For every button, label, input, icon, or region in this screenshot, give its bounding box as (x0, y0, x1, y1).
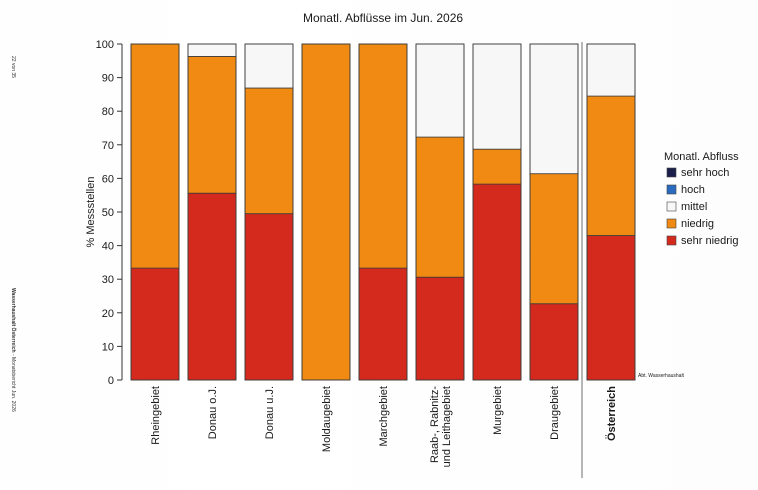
x-tick-label-line: Raab-, Rabnitz- (429, 386, 441, 463)
bar-stack (472, 43, 522, 381)
bar-stack (301, 43, 351, 381)
legend-label: niedrig (681, 218, 714, 230)
legend-label: hoch (681, 184, 705, 196)
x-tick-label-line: Donau u.J. (264, 386, 276, 439)
bar-segment (586, 235, 636, 381)
bar-segment (187, 56, 237, 194)
bar-stack (130, 43, 180, 381)
bar-outline (358, 43, 408, 381)
bar-segment (358, 267, 408, 381)
y-tick-label: 50 (102, 207, 114, 219)
legend-label: mittel (681, 201, 707, 213)
bar-outline (415, 43, 465, 381)
x-tick-label: Rheingebiet (150, 386, 162, 445)
bar-segment (130, 267, 180, 381)
bars-group (130, 43, 636, 381)
bar-stack (244, 43, 294, 381)
x-tick-label-line: Donau o.J. (207, 386, 219, 439)
bar-outline (130, 43, 180, 381)
bar-segment (415, 136, 465, 278)
bar-outline (187, 43, 237, 381)
report-source: Wasserhaushalt Österreich - Monatsberich… (10, 288, 17, 412)
bar-segment (586, 43, 636, 97)
bar-segment (244, 213, 294, 381)
x-tick-label: Draugebiet (549, 386, 561, 440)
bar-segment (472, 43, 522, 150)
bar-segment (472, 183, 522, 381)
bar-segment (244, 87, 294, 215)
x-tick-label: Marchgebiet (378, 386, 390, 447)
page-number: 22 von 35 (10, 56, 16, 78)
x-tick-label: Moldaugebiet (321, 386, 333, 452)
legend-swatch (666, 218, 677, 229)
x-tick-label-line: Murgebiet (492, 386, 504, 435)
y-tick-label: 40 (102, 241, 114, 253)
y-tick-label: 30 (102, 274, 114, 286)
bar-stack (415, 43, 465, 381)
bar-segment (529, 303, 579, 381)
y-axis-label: % Messstellen (85, 177, 97, 248)
bar-segment (529, 173, 579, 305)
bar-outline (244, 43, 294, 381)
bar-segment (529, 43, 579, 175)
x-tick-label-line: Marchgebiet (378, 386, 390, 447)
x-labels-group: Rheingebiet Donau o.J. Donau u.J. Moldaugeb… (150, 386, 618, 468)
x-tick-label-line: Moldaugebiet (321, 386, 333, 452)
x-tick-label: Donau u.J. (264, 386, 276, 439)
x-tick-label-line: Österreich (605, 386, 618, 441)
bar-stack (529, 43, 579, 381)
legend: Monatl. Abfluss sehr hoch hoch mittel niedr… (664, 151, 739, 247)
legend-swatch (666, 201, 677, 212)
y-tick-label: 20 (102, 308, 114, 320)
y-tick-label: 80 (102, 106, 114, 118)
y-tick-label: 10 (102, 341, 114, 353)
bar-segment (187, 43, 237, 57)
x-tick-label: Raab-, Rabnitz-und Leithagebiet (429, 386, 453, 468)
legend-swatch (666, 184, 677, 195)
y-tick-label: 0 (108, 375, 114, 387)
bar-segment (415, 43, 465, 138)
bar-segment (358, 43, 408, 269)
legend-swatch (666, 167, 677, 178)
legend-swatch (666, 235, 677, 246)
bar-segment (130, 43, 180, 269)
bar-segment (244, 43, 294, 89)
y-tick-label: 90 (102, 73, 114, 85)
x-tick-label-line: Draugebiet (549, 386, 561, 440)
bar-stack (187, 43, 237, 381)
x-tick-label: Donau o.J. (207, 386, 219, 439)
legend-label: sehr niedrig (681, 235, 738, 247)
bar-segment (415, 276, 465, 381)
y-tick-label: 100 (96, 39, 114, 51)
legend-items: sehr hoch hoch mittel niedrig sehr niedrig (666, 167, 738, 247)
legend-title: Monatl. Abfluss (664, 151, 739, 163)
page-side-notes: 22 von 35 Wasserhaushalt Österreich - Mo… (10, 56, 17, 412)
bar-outline (586, 43, 636, 381)
bar-segment (586, 95, 636, 236)
bar-outline (472, 43, 522, 381)
x-tick-label: Murgebiet (492, 386, 504, 435)
report-source-rest: - Monatsbericht Jun. 2026 (10, 353, 16, 412)
bar-segment (472, 148, 522, 185)
bar-outline (529, 43, 579, 381)
y-tick-label: 70 (102, 140, 114, 152)
report-source-bold: Wasserhaushalt Österreich (10, 288, 17, 353)
y-axis: 0 10 20 30 40 50 60 70 80 90 100 (96, 39, 123, 387)
legend-label: sehr hoch (681, 167, 729, 179)
bar-outline (301, 43, 351, 381)
chart-title: Monatl. Abflüsse im Jun. 2026 (303, 11, 463, 25)
credit-note: Abt. Wasserhaushalt (638, 373, 685, 379)
bar-segment (301, 43, 351, 381)
x-tick-label-line: Rheingebiet (150, 386, 162, 445)
y-tick-label: 60 (102, 173, 114, 185)
bar-stack (586, 43, 636, 381)
x-tick-label: Österreich (605, 386, 618, 441)
bar-stack (358, 43, 408, 381)
bar-segment (187, 192, 237, 381)
x-tick-label-line: und Leithagebiet (441, 386, 453, 467)
